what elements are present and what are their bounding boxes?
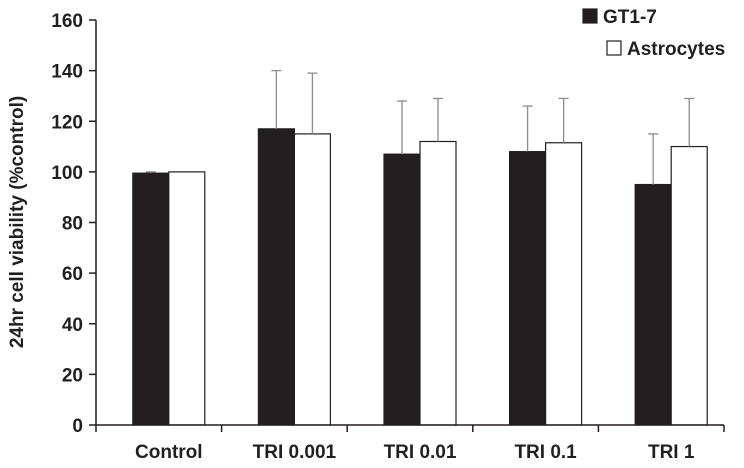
bars-layer [132,69,708,426]
legend-swatch-gt1-7 [582,8,598,24]
bar-astrocytes-1 [293,133,331,426]
y-tick-label-80: 80 [62,214,83,235]
legend-label-astrocytes: Astrocytes [627,39,725,60]
y-tick-label-20: 20 [62,365,83,386]
x-tick-label-4: TRI 1 [648,442,695,463]
bar-astrocytes-2 [419,140,457,426]
bar-gt1-7-4 [634,183,672,426]
bar-gt1-7-1 [257,128,295,426]
y-tick-label-0: 0 [72,416,83,437]
y-tick-label-160: 160 [51,11,83,32]
y-tick-label-100: 100 [51,163,83,184]
y-tick-label-40: 40 [62,315,83,336]
x-tick-label-1: TRI 0.001 [253,442,337,463]
axes-layer: 0 20 40 60 80 100 120 140 160 Control TRI 0.001 TRI… [51,11,725,463]
bar-astrocytes-0 [168,171,206,426]
y-tick-label-140: 140 [51,62,83,83]
x-tick-label-0: Control [135,442,203,463]
bar-gt1-7-0 [132,172,170,426]
bar-astrocytes-3 [544,142,583,426]
x-tick-label-3: TRI 0.1 [514,442,577,463]
legend-label-gt1-7: GT1-7 [603,7,657,28]
bar-gt1-7-2 [383,153,421,426]
y-tick-label-120: 120 [51,112,83,133]
legend: GT1-7 Astrocytes [582,7,725,60]
y-axis-label: 24hr cell viability (%control) [7,96,28,348]
legend-swatch-astrocytes [606,40,622,56]
bar-gt1-7-3 [509,151,547,426]
bar-astrocytes-4 [670,145,708,426]
x-tick-label-2: TRI 0.01 [384,442,457,463]
y-tick-label-60: 60 [62,264,83,285]
